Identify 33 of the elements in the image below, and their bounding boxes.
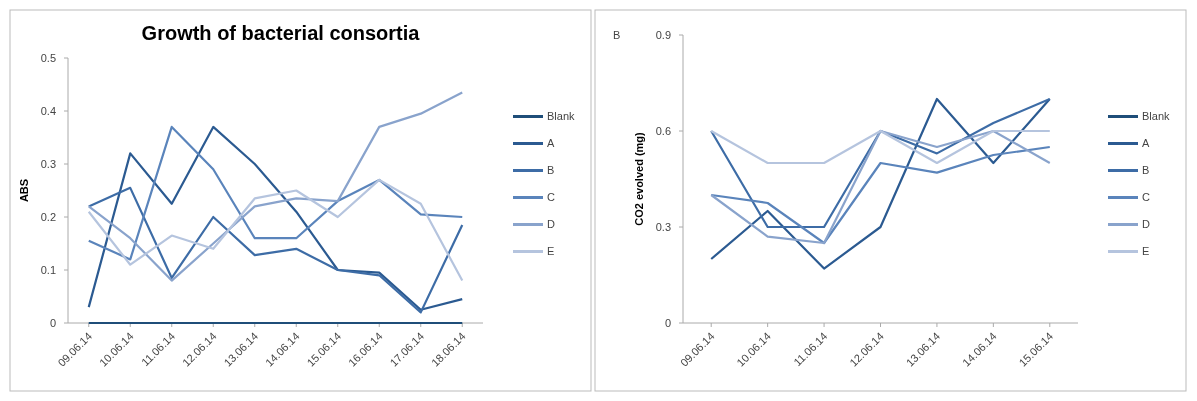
y-tick-label: 0.4: [40, 104, 56, 117]
legend-label: C: [547, 191, 555, 204]
y-tick-label: 0.5: [40, 51, 56, 64]
line-series: [87, 178, 464, 282]
legend-label: Blank: [547, 110, 576, 123]
legend-label: A: [1142, 137, 1150, 150]
legend-label: E: [547, 245, 555, 258]
y-tick-label: 0.3: [40, 157, 56, 170]
y-tick-label: 0: [49, 316, 56, 329]
legend-label: A: [547, 137, 555, 150]
legend-label: Blank: [1142, 110, 1171, 123]
legend-label: B: [1142, 164, 1150, 177]
line-series: [710, 97, 1051, 229]
y-tick-label: 0.9: [655, 28, 671, 41]
y-tick-label: 0: [664, 316, 671, 329]
line-series: [87, 186, 464, 314]
y-axis-title: ABS: [18, 178, 30, 203]
line-series: [710, 97, 1051, 270]
legend-label: B: [547, 164, 555, 177]
legend-label: C: [1142, 191, 1150, 204]
legend-label: D: [547, 218, 555, 231]
chart-title: Growth of bacterial consortia: [141, 22, 421, 44]
y-tick-label: 0.2: [40, 210, 56, 223]
line-series: [87, 91, 464, 282]
legend-label: E: [1142, 245, 1150, 258]
y-tick-label: 0.6: [655, 124, 671, 137]
legend-label: D: [1142, 218, 1150, 231]
line-series: [87, 125, 464, 311]
y-tick-label: 0.1: [40, 263, 56, 276]
line-series: [87, 125, 464, 261]
y-axis-title: CO2 evolved (mg): [633, 131, 645, 226]
text: B: [613, 29, 621, 41]
y-tick-label: 0.3: [655, 220, 671, 233]
